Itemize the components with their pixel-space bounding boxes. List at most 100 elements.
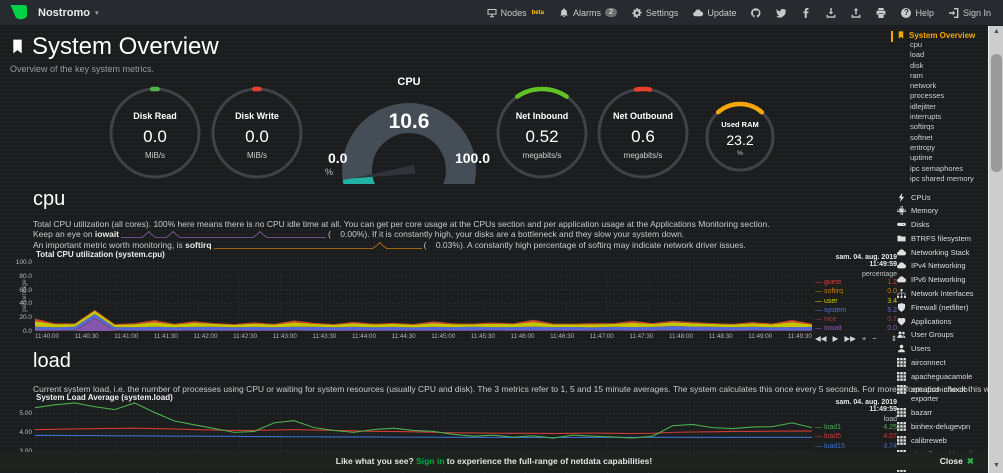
- sidebar-item-ipv4-networking[interactable]: IPv4 Networking: [897, 259, 985, 273]
- vertical-scrollbar[interactable]: ▲ ▼: [988, 26, 1003, 473]
- heartbeat-icon: [897, 317, 906, 326]
- sidebar-subitem-softnet[interactable]: softnet: [910, 132, 933, 142]
- import-button[interactable]: [826, 7, 836, 18]
- legend-row-guest[interactable]: — guest 1.2: [815, 279, 897, 286]
- sidebar-item-disks[interactable]: Disks: [897, 218, 985, 232]
- facebook-button[interactable]: [801, 7, 811, 18]
- legend-row-iowait[interactable]: — iowait 0.0: [815, 325, 897, 333]
- load-chart[interactable]: [35, 402, 812, 473]
- twitter-button[interactable]: [776, 8, 788, 18]
- sidebar-subitem-ipc-semaphores[interactable]: ipc semaphores: [910, 163, 963, 173]
- chart-toolbar-button-1[interactable]: ▶: [832, 334, 839, 343]
- nodes-button[interactable]: Nodes beta: [487, 8, 544, 18]
- sidebar-subitem-ram[interactable]: ram: [910, 70, 923, 80]
- sidebar-item-firewall-netfilter-[interactable]: Firewall (netfilter): [897, 300, 985, 314]
- sidebar-item-memory[interactable]: Memory: [897, 204, 985, 218]
- legend-row-load5[interactable]: — load5 4.07: [815, 433, 897, 441]
- sidebar-subitem-disk[interactable]: disk: [910, 60, 924, 70]
- hostname-dropdown[interactable]: Nostromo: [38, 6, 90, 19]
- sidebar-item-user-groups[interactable]: User Groups: [897, 328, 985, 342]
- sidebar-item-users[interactable]: Users: [897, 342, 985, 356]
- sidebar-item-ipv6-networking[interactable]: IPv6 Networking: [897, 273, 985, 287]
- gauge-title: Disk Read: [133, 111, 177, 121]
- sidebar-subitem-softirqs[interactable]: softirqs: [910, 122, 935, 132]
- sidebar-subitem-network[interactable]: network: [910, 81, 937, 91]
- sidebar-item-apacheguacamole[interactable]: apacheguacamole: [897, 369, 985, 383]
- legend-row-softirq[interactable]: — softirq 0.0: [815, 288, 897, 296]
- gauge-title: Net Outbound: [613, 111, 673, 121]
- facebook-icon: [801, 7, 811, 18]
- sidebar-subitem-entropy[interactable]: entropy: [910, 142, 936, 152]
- legend-row-load15[interactable]: — load15 3.74: [815, 442, 897, 450]
- chart-toolbar-button-4[interactable]: −: [872, 334, 877, 343]
- alarms-button[interactable]: Alarms 2: [559, 8, 617, 18]
- github-button[interactable]: [751, 7, 761, 18]
- sidebar-item-applications[interactable]: Applications: [897, 314, 985, 328]
- scrollbar-thumb[interactable]: [991, 54, 1002, 172]
- legend-row-system[interactable]: — system 5.2: [815, 306, 897, 314]
- sidebar-item-calibreweb[interactable]: calibreweb: [897, 433, 985, 447]
- sidebar-item-cpus[interactable]: CPUs: [897, 190, 985, 204]
- used-ram-gauge[interactable]: Used RAM 23.2%: [703, 100, 777, 174]
- alarms-count-badge: 2: [604, 8, 617, 17]
- help-button[interactable]: ? Help: [901, 7, 934, 18]
- sidebar-item-airconnect[interactable]: airconnect: [897, 356, 985, 370]
- load-ytick: 4.00: [19, 429, 32, 437]
- close-icon: ✖: [966, 455, 974, 466]
- chart-toolbar-button-2[interactable]: ▶▶: [844, 334, 856, 343]
- sidebar-subitem-load[interactable]: load: [910, 50, 925, 60]
- beta-badge: beta: [531, 9, 544, 16]
- active-indicator: [891, 31, 893, 42]
- sidebar-item-apcupsd-influxdb-exporter[interactable]: apcupsd-influxdb-exporter: [897, 383, 985, 406]
- cpu-ytick: 20.0: [19, 314, 32, 322]
- scroll-down-arrow[interactable]: ▼: [993, 462, 1000, 469]
- sidebar-item-networking-stack[interactable]: Networking Stack: [897, 245, 985, 259]
- legend-row-user[interactable]: — user 3.4: [815, 297, 897, 305]
- cpu-gauge-unit: %: [325, 167, 334, 177]
- footer-signin-link[interactable]: Sign in: [416, 456, 445, 466]
- legend-row-nice[interactable]: — nice 0.7: [815, 316, 897, 324]
- sidebar-item-binhex-delugevpn[interactable]: binhex-delugevpn: [897, 420, 985, 434]
- sidebar-item-system-overview[interactable]: System Overview: [891, 30, 985, 42]
- sidebar-subitem-interrupts[interactable]: interrupts: [910, 112, 942, 122]
- load-legend-date: sam. 04. aug. 2019: [835, 399, 897, 406]
- cpu-xtick: 11:46:30: [550, 333, 575, 340]
- netdata-logo-icon[interactable]: [9, 5, 29, 20]
- export-button[interactable]: [851, 7, 861, 18]
- footer-close-button[interactable]: Close ✖: [939, 455, 974, 466]
- disk-write-gauge[interactable]: Disk Write 0.0 MiB/s: [209, 85, 305, 181]
- chart-resize-icon[interactable]: ⇕: [890, 334, 897, 343]
- chart-toolbar-button-3[interactable]: +: [861, 334, 867, 343]
- cpu-chart-title: Total CPU utilization (system.cpu): [36, 250, 165, 259]
- print-button[interactable]: [876, 7, 886, 18]
- sidebar-item-btrfs-filesystem[interactable]: BTRFS filesystem: [897, 232, 985, 246]
- legend-row-load1[interactable]: — load1 4.25: [815, 424, 897, 431]
- sidebar-subitem-cpu[interactable]: cpu: [910, 40, 923, 49]
- cpu-ytick: 0.0: [22, 328, 32, 335]
- cpu-chart[interactable]: [35, 262, 812, 331]
- cpu-xtick: 11:43:30: [312, 333, 337, 340]
- cpu-gauge[interactable]: CPU 10.6 0.0 100.0 %: [322, 76, 496, 237]
- twitter-icon: [776, 8, 788, 18]
- update-label: Update: [707, 7, 737, 18]
- cpu-gauge-arc: [341, 103, 476, 237]
- sidebar-item-network-interfaces[interactable]: Network Interfaces: [897, 287, 985, 301]
- update-button[interactable]: Update: [693, 8, 736, 18]
- sidebar-subitem-ipc-shared-memory[interactable]: ipc shared memory: [910, 173, 974, 183]
- cpu-xtick: 11:48:30: [708, 333, 733, 340]
- sidebar-subitem-uptime[interactable]: uptime: [910, 153, 933, 163]
- chart-toolbar-button-0[interactable]: ◀◀: [815, 334, 827, 343]
- sidebar-subitem-processes[interactable]: processes: [910, 91, 945, 101]
- sidebar-subitem-idlejitter[interactable]: idlejitter: [910, 101, 936, 111]
- sidebar-item-bazarr[interactable]: bazarr: [897, 406, 985, 420]
- scroll-up-arrow[interactable]: ▲: [993, 28, 1000, 35]
- settings-button[interactable]: Settings: [632, 7, 678, 18]
- signin-button[interactable]: Sign In: [948, 7, 991, 18]
- hdd-icon: [897, 220, 906, 229]
- gauge-value: 0.6: [631, 127, 655, 146]
- gauge-value: 23.2: [726, 132, 754, 148]
- footer-message: Like what you see? Sign in to experience…: [335, 456, 653, 466]
- net-outbound-gauge[interactable]: Net Outbound 0.6 megabits/s: [595, 85, 691, 181]
- net-inbound-gauge[interactable]: Net Inbound 0.52 megabits/s: [494, 85, 590, 181]
- disk-read-gauge[interactable]: Disk Read 0.0 MiB/s: [107, 85, 203, 181]
